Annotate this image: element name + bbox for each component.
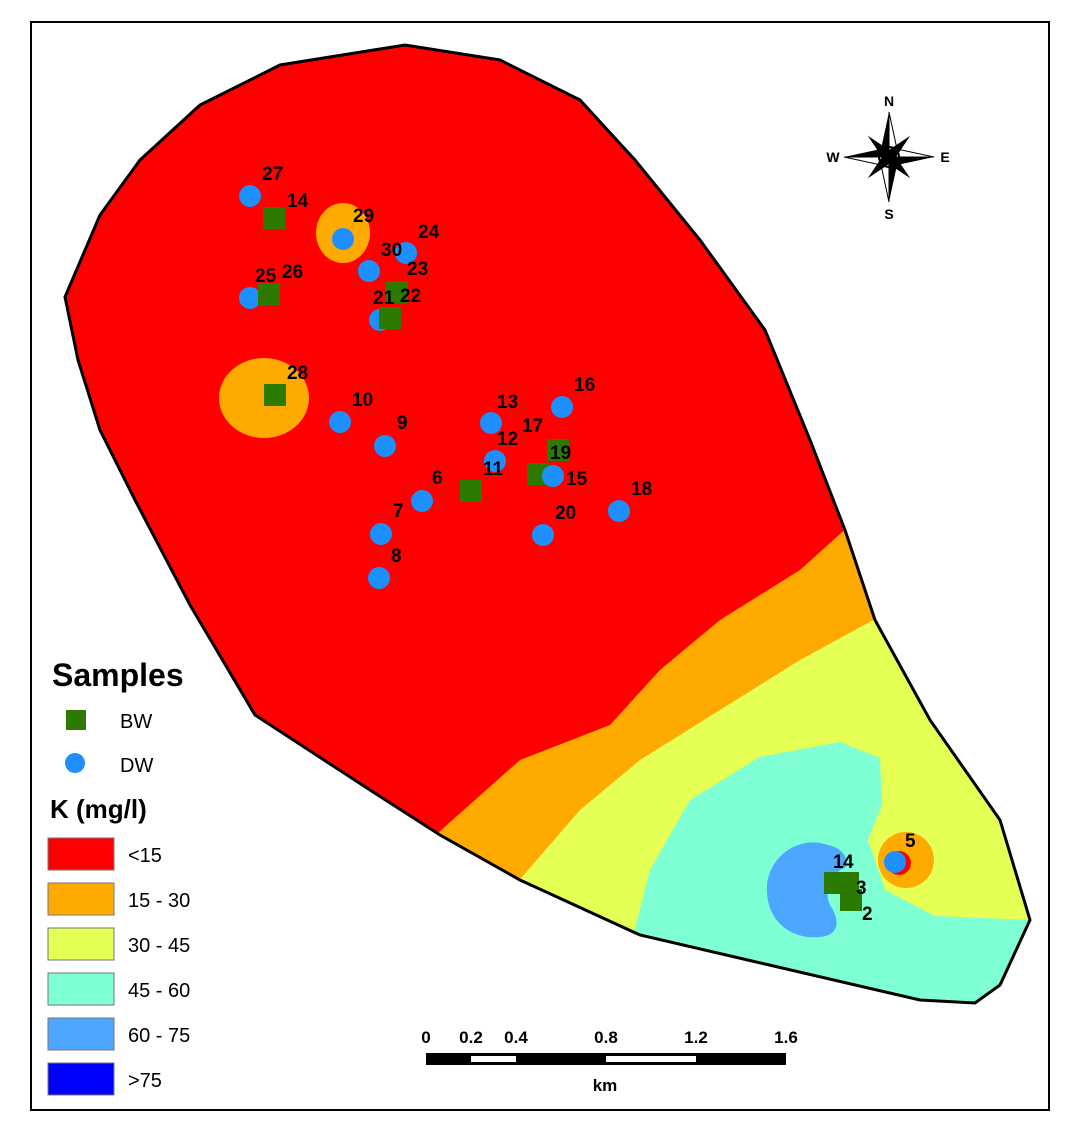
dw-sample-marker	[411, 490, 433, 512]
sample-label: 28	[287, 363, 308, 384]
legend-k-title: K (mg/l)	[50, 794, 147, 824]
sample-label: 21	[373, 288, 395, 309]
sample-label: 18	[631, 479, 652, 500]
compass-e-label: E	[940, 149, 949, 165]
dw-sample-marker	[370, 523, 392, 545]
dw-sample-marker	[532, 524, 554, 546]
scale-tick-label: 0.8	[594, 1028, 618, 1047]
sample-label: 17	[522, 416, 543, 437]
dw-sample-marker	[358, 260, 380, 282]
zone-45-60	[600, 742, 1030, 1003]
dw-sample-marker	[608, 500, 630, 522]
legend-samples-title: Samples	[52, 657, 184, 693]
dw-sample-marker	[480, 412, 502, 434]
scale-bar: 0 0.2 0.4 0.8 1.2 1.6 km	[421, 1028, 798, 1095]
bw-sample-marker	[547, 439, 569, 461]
sample-label: 12	[497, 429, 518, 450]
scale-tick-label: 0	[421, 1028, 430, 1047]
bw-sample-marker	[386, 281, 408, 303]
legend-class-label: 45 - 60	[128, 980, 190, 1002]
sample-label: 3	[856, 878, 867, 899]
legend-bw-label: BW	[120, 711, 152, 733]
compass-n-label: N	[884, 93, 894, 109]
sample-label: 20	[555, 503, 576, 524]
sample-label: 8	[391, 546, 402, 567]
sample-label: 13	[497, 392, 518, 413]
dw-sample-marker	[484, 450, 506, 472]
legend-class-label: >75	[128, 1070, 162, 1092]
sample-label: 30	[381, 240, 402, 261]
legend-class-swatch	[47, 882, 115, 916]
compass-s-label: S	[884, 206, 893, 222]
bw-sample-marker	[837, 872, 859, 894]
bw-sample-marker	[460, 480, 482, 502]
scale-unit-label: km	[593, 1076, 618, 1095]
dw-sample-marker	[542, 465, 564, 487]
dw-sample-marker	[374, 435, 396, 457]
sample-label: 23	[407, 259, 428, 280]
dw-sample-marker	[368, 567, 390, 589]
dw-sample-marker	[332, 228, 354, 250]
sample-label: 26	[282, 262, 303, 283]
dw-sample-marker	[395, 242, 417, 264]
sample-label: 1	[833, 852, 844, 873]
sample-label: 27	[262, 164, 283, 185]
bw-sample-marker	[379, 307, 401, 329]
bw-sample-marker	[263, 207, 285, 229]
dw-sample-marker	[239, 185, 261, 207]
dw-sample-marker	[551, 396, 573, 418]
bw-sample-marker	[840, 889, 862, 911]
sample-label: 7	[393, 501, 404, 522]
legend-class-swatch	[47, 927, 115, 961]
scale-tick-label: 1.2	[684, 1028, 708, 1047]
sample-label: 24	[418, 222, 440, 243]
legend-class-swatch	[47, 1062, 115, 1096]
legend-class-label: 15 - 30	[128, 890, 190, 912]
sample-label: 2	[862, 904, 873, 925]
north-arrow: N S E W	[826, 93, 949, 222]
sample-label: 10	[352, 390, 373, 411]
sample-label: 22	[400, 286, 421, 307]
legend-bw-symbol	[66, 710, 86, 730]
sample-label: 29	[353, 206, 374, 227]
sample-label: 5	[905, 831, 916, 852]
scale-tick-label: 0.4	[504, 1028, 528, 1047]
dw-sample-marker	[884, 851, 906, 873]
sample-label: 16	[574, 375, 595, 396]
legend-dw-symbol	[65, 753, 85, 773]
sample-label: 15	[566, 469, 588, 490]
map-frame	[30, 21, 1050, 1111]
zone-60-75	[766, 842, 847, 938]
sample-label: 19	[550, 443, 571, 464]
sample-label: 9	[397, 413, 408, 434]
legend-dw-label: DW	[120, 755, 153, 777]
legend-class-label: 60 - 75	[128, 1025, 190, 1047]
legend-class-swatch	[47, 1017, 115, 1051]
legend: Samples BW DW K (mg/l) <15 15 - 30 30 - 45…	[47, 657, 190, 1096]
scale-tick-label: 0.2	[459, 1028, 483, 1047]
bw-sample-marker	[258, 283, 280, 305]
sample-label: 4	[843, 852, 854, 873]
dw-sample-marker	[329, 411, 351, 433]
dw-sample-marker	[239, 287, 261, 309]
legend-class-label: <15	[128, 845, 162, 867]
scale-tick-label: 1.6	[774, 1028, 798, 1047]
sample-label: 11	[483, 459, 504, 480]
sample-label: 25	[255, 266, 277, 287]
legend-class-label: 30 - 45	[128, 935, 190, 957]
legend-class-swatch	[47, 972, 115, 1006]
compass-w-label: W	[826, 149, 840, 165]
legend-class-swatch	[47, 837, 115, 871]
bw-sample-marker	[264, 384, 286, 406]
sample-label: 6	[432, 468, 443, 489]
sample-label: 14	[287, 191, 309, 212]
